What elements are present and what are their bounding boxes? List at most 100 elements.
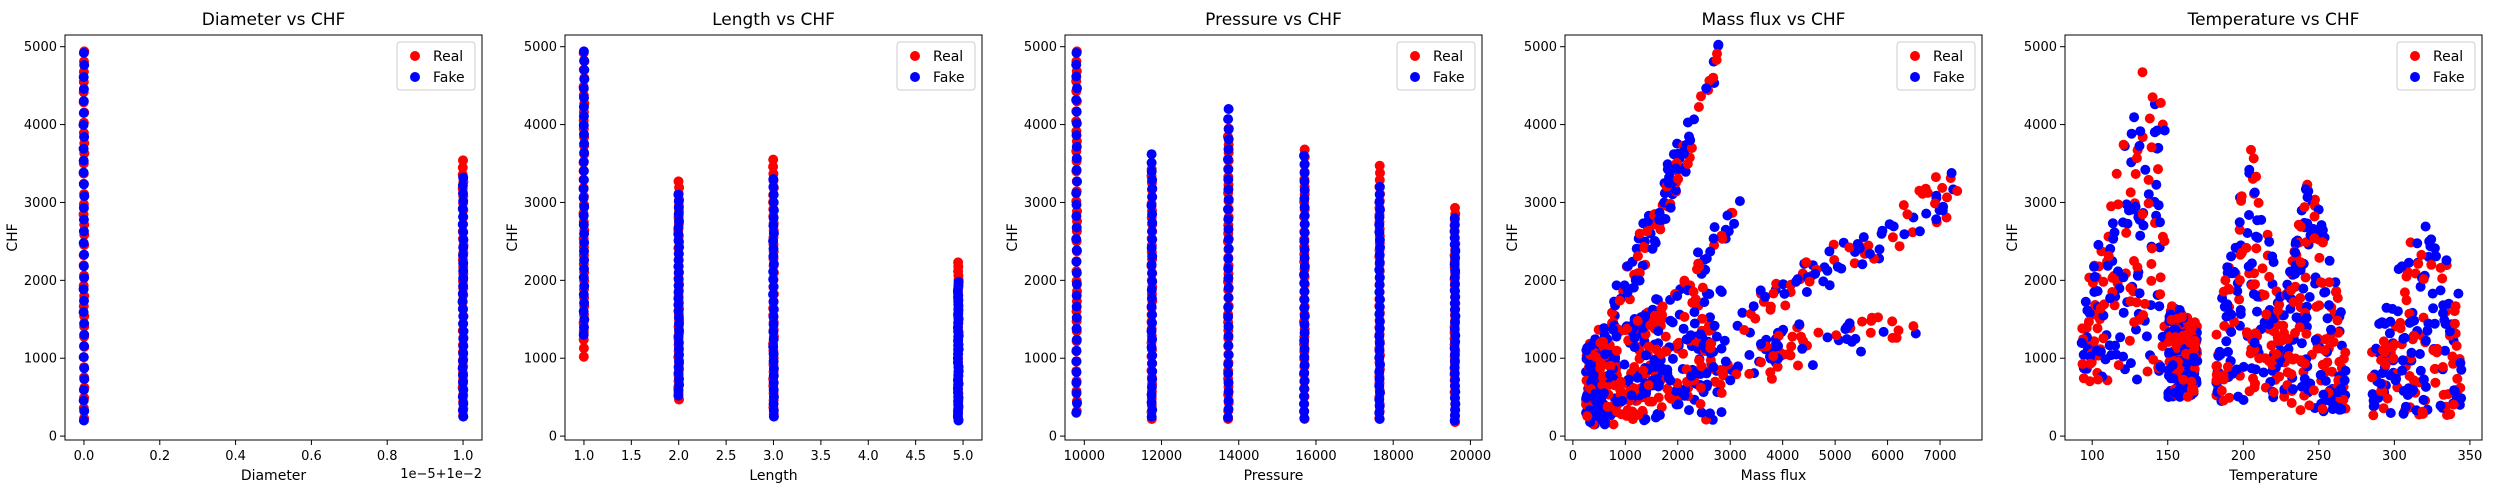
point-real <box>1850 333 1861 344</box>
point-fake <box>2077 359 2088 369</box>
x-tick-label: 3000 <box>1714 449 1747 464</box>
point-fake <box>78 179 89 190</box>
point-fake <box>2140 164 2151 175</box>
point-fake <box>458 333 469 344</box>
point-real <box>1832 261 1843 272</box>
point-mixed <box>1654 410 1665 421</box>
point-fake <box>2218 286 2229 297</box>
point-real <box>2456 364 2467 375</box>
point-real <box>2146 243 2157 254</box>
point-fake <box>2245 348 2256 359</box>
point-fake <box>79 295 89 306</box>
point-fake <box>1071 377 1082 388</box>
point-real <box>1631 243 1642 254</box>
point-fake <box>2144 113 2155 124</box>
point-real <box>2440 345 2450 356</box>
point-fake <box>1147 183 1158 194</box>
point-fake <box>1786 341 1797 352</box>
point-fake <box>2298 283 2309 294</box>
y-tick-label: 0 <box>2049 430 2057 445</box>
point-fake <box>2385 408 2396 418</box>
point-fake <box>78 307 89 318</box>
point-real <box>1622 261 1633 272</box>
point-fake <box>579 263 589 274</box>
point-mixed <box>1716 343 1727 354</box>
point-fake <box>2153 164 2163 175</box>
point-real <box>2148 354 2159 365</box>
point-real <box>2409 330 2420 341</box>
point-fake <box>768 243 779 254</box>
point-fake <box>1223 174 1234 185</box>
point-real <box>1662 159 1673 170</box>
point-real <box>2380 359 2391 370</box>
point-real <box>2124 335 2135 346</box>
point-fake <box>2132 374 2142 385</box>
point-real <box>1894 241 1905 252</box>
point-fake <box>1299 398 1309 409</box>
point-fake <box>1693 247 1703 258</box>
point-fake <box>1223 302 1234 313</box>
point-fake <box>1822 332 1833 343</box>
point-mixed <box>1598 380 1608 391</box>
point-mixed <box>1649 354 1660 365</box>
point-real <box>2170 332 2181 343</box>
point-real <box>1884 219 1895 230</box>
point-fake <box>2214 346 2225 357</box>
x-tick-label: 200 <box>2231 449 2256 464</box>
point-fake <box>2398 408 2409 419</box>
point-fake <box>1071 118 1082 129</box>
point-fake <box>579 255 590 265</box>
point-fake <box>2367 372 2377 383</box>
point-fake <box>578 219 589 230</box>
point-mixed <box>1715 285 1726 296</box>
point-fake <box>1374 181 1385 192</box>
point-fake <box>1146 397 1157 408</box>
point-fake <box>1374 219 1385 230</box>
point-fake <box>1223 368 1234 379</box>
point-fake <box>768 341 779 352</box>
point-fake <box>1223 395 1234 406</box>
point-real <box>768 161 779 172</box>
point-fake <box>578 306 589 317</box>
point-fake <box>2397 365 2407 376</box>
chart-panel-1: 0.0 0.2 0.4 0.6 0.8 1.0 0 1000 2000 3000 4000 5000 D… <box>5 10 483 484</box>
point-real <box>2296 338 2307 349</box>
point-mixed <box>1699 297 1710 308</box>
point-real <box>2234 217 2245 228</box>
point-real <box>2449 386 2460 397</box>
point-mixed <box>1679 311 1690 322</box>
point-fake <box>1146 326 1157 337</box>
scatter-points <box>2076 67 2467 421</box>
point-fake <box>1299 391 1309 402</box>
point-fake <box>768 370 779 381</box>
point-mixed <box>1695 329 1706 340</box>
point-fake <box>578 111 589 122</box>
point-fake <box>2256 214 2267 225</box>
point-real <box>2131 153 2142 164</box>
point-real <box>2178 374 2189 385</box>
point-fake <box>768 281 779 292</box>
point-real <box>1873 312 1883 323</box>
point-fake <box>1146 157 1157 168</box>
point-real <box>2092 374 2103 385</box>
point-fake <box>1760 291 1771 302</box>
point-fake <box>1223 234 1234 244</box>
y-axis-label: CHF <box>1505 223 1521 251</box>
point-fake <box>2131 324 2141 335</box>
point-real <box>2420 221 2431 232</box>
point-fake <box>579 322 589 333</box>
point-fake <box>1223 243 1234 254</box>
point-mixed <box>1649 310 1660 321</box>
point-fake <box>2098 276 2109 287</box>
point-real <box>2377 368 2388 379</box>
point-fake <box>579 55 590 66</box>
point-real <box>2418 274 2429 285</box>
point-fake <box>1223 154 1233 165</box>
point-fake <box>2218 395 2229 406</box>
point-real <box>1632 251 1643 262</box>
point-fake <box>2134 140 2145 151</box>
point-fake <box>579 237 590 248</box>
point-real <box>2138 220 2149 231</box>
point-fake <box>1147 209 1158 220</box>
point-real <box>2314 300 2325 311</box>
